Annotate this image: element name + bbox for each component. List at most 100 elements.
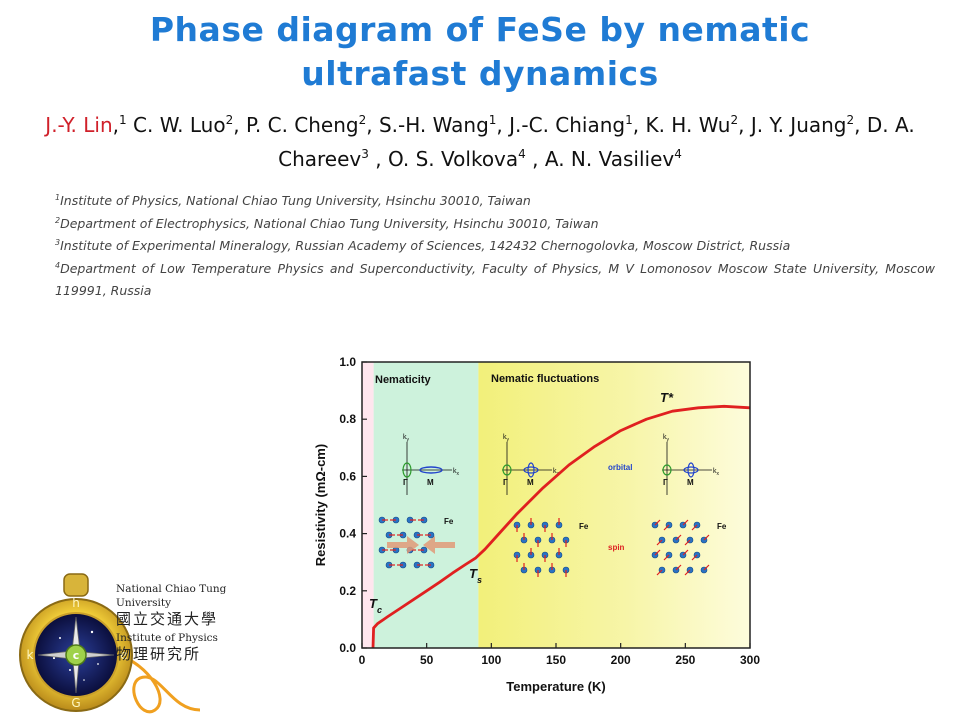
y-tick-label: 1.0: [339, 355, 356, 369]
fe-label: Fe: [717, 522, 727, 531]
spin-arrow: [663, 524, 670, 531]
x-tick-label: 300: [740, 653, 760, 667]
seal-letter: e: [120, 648, 127, 662]
x-tick-label: 150: [546, 653, 566, 667]
seal-stars: [52, 630, 99, 681]
seal-center-orb: [65, 644, 87, 666]
m-label: M: [427, 478, 434, 487]
y-tick-label: 0.2: [339, 584, 356, 598]
gamma-pocket: [662, 464, 672, 476]
seal-center-letter: c: [73, 649, 80, 662]
spin-arrow: [663, 554, 670, 561]
strain-arrow-right-icon: [387, 536, 419, 554]
y-tick-label: 0.4: [339, 527, 356, 541]
x-tick-label: 250: [675, 653, 695, 667]
spin-arrow: [654, 549, 661, 556]
x-tick-label: 50: [420, 653, 434, 667]
phase-regions: [362, 362, 750, 648]
ky-label: ky: [403, 434, 410, 443]
phase-region: [373, 362, 479, 648]
spin-lattice-inset: Fe: [513, 518, 589, 577]
spin-arrow: [703, 564, 710, 571]
author: A. N. Vasiliev4: [544, 147, 682, 171]
spin-arrow: [675, 564, 682, 571]
phase-region: [478, 362, 750, 648]
tc-label: Tc: [369, 596, 382, 615]
affiliation-list: 1Institute of Physics, National Chiao Tu…: [55, 190, 935, 303]
m-pocket: [527, 462, 535, 478]
seal-letter: h: [72, 596, 80, 610]
ky-label: ky: [663, 434, 670, 443]
gamma-pocket: [402, 462, 412, 478]
institute-name-zh: 物理研究所: [116, 645, 202, 663]
ts-label: Ts: [469, 566, 482, 585]
kx-label: kx: [453, 468, 460, 477]
author: J.-Y. Lin,1: [45, 113, 127, 137]
author: D. A. Chareev3 ,: [278, 113, 915, 171]
fe-label: Fe: [579, 522, 589, 531]
author: K. H. Wu2,: [645, 113, 751, 137]
university-name-block: National Chiao Tung University 國立交通大學 In…: [116, 582, 281, 663]
region-label-fluctuations: Nematic fluctuations: [491, 373, 599, 385]
orbital-label: orbital: [608, 463, 632, 472]
title-line-2: ultrafast dynamics: [301, 54, 659, 93]
affiliation: 2Department of Electrophysics, National …: [55, 215, 599, 231]
y-tick-label: 0.6: [339, 469, 356, 483]
spin-arrow: [703, 534, 710, 541]
spin-arrow: [682, 519, 689, 526]
seal-ribbon: [117, 653, 201, 714]
axis-ticks: 0 50 100 150 200 250 300 0.0 0.2 0.4 0.6 0.8 1.0: [339, 355, 760, 667]
x-tick-label: 100: [481, 653, 501, 667]
gamma-label: Γ: [403, 478, 408, 487]
m-pocket: [687, 462, 695, 478]
resistivity-series-line: [371, 404, 751, 649]
university-name-zh: 國立交通大學: [116, 610, 219, 628]
spin-arrow: [684, 539, 691, 546]
tstar-label: T*: [660, 390, 674, 405]
m-pocket: [419, 466, 443, 474]
slide-title: Phase diagram of FeSe by nematic ultrafa…: [0, 8, 960, 96]
k-space-inset: ky kx Γ M: [662, 434, 720, 495]
spin-lattice-inset: Fe: [651, 519, 727, 576]
university-name-en: National Chiao Tung University: [116, 583, 227, 609]
x-axis-label: Temperature (K): [506, 679, 605, 694]
gamma-label: Γ: [663, 478, 668, 487]
kx-label: kx: [713, 468, 720, 477]
spin-arrow: [691, 524, 698, 531]
x-tick-label: 200: [611, 653, 631, 667]
resistivity-curve: [371, 404, 751, 649]
m-label: M: [687, 478, 694, 487]
seal-letter: k: [27, 648, 34, 662]
gamma-label: Γ: [503, 478, 508, 487]
k-space-inset: ky kx Γ M: [402, 434, 460, 495]
y-tick-label: 0.8: [339, 412, 356, 426]
fe-label: Fe: [444, 517, 454, 526]
spin-arrow: [684, 569, 691, 576]
author: O. S. Volkova4 ,: [387, 147, 545, 171]
y-axis-label: Resistivity (mΩ-cm): [313, 444, 328, 566]
author: C. W. Luo2,: [133, 113, 246, 137]
affiliation: 4Department of Low Temperature Physics a…: [55, 260, 935, 299]
strain-arrow-left-icon: [423, 536, 455, 554]
spin-arrow: [682, 549, 689, 556]
seal-letter: G: [71, 696, 80, 710]
spin-arrow: [675, 534, 682, 541]
university-seal-logo: c h k e G: [19, 573, 201, 714]
x-tick-label: 0: [359, 653, 366, 667]
institute-name-en: Institute of Physics: [116, 632, 218, 644]
affiliation: 1Institute of Physics, National Chiao Tu…: [55, 193, 531, 208]
author-list: J.-Y. Lin,1 C. W. Luo2, P. C. Cheng2, S.…: [20, 108, 940, 176]
spin-lattice-inset: Fe: [378, 516, 454, 569]
title-line-1: Phase diagram of FeSe by nematic: [149, 10, 811, 49]
spin-arrow: [656, 569, 663, 576]
y-tick-label: 0.0: [339, 641, 356, 655]
author: J. Y. Juang2,: [750, 113, 867, 137]
m-pocket: [683, 466, 699, 474]
author: J.-C. Chiang1,: [509, 113, 646, 137]
m-pocket: [523, 466, 539, 474]
seal-top-loop: [63, 573, 89, 597]
spin-arrow: [691, 554, 698, 561]
region-label-nematicity: Nematicity: [375, 374, 432, 386]
